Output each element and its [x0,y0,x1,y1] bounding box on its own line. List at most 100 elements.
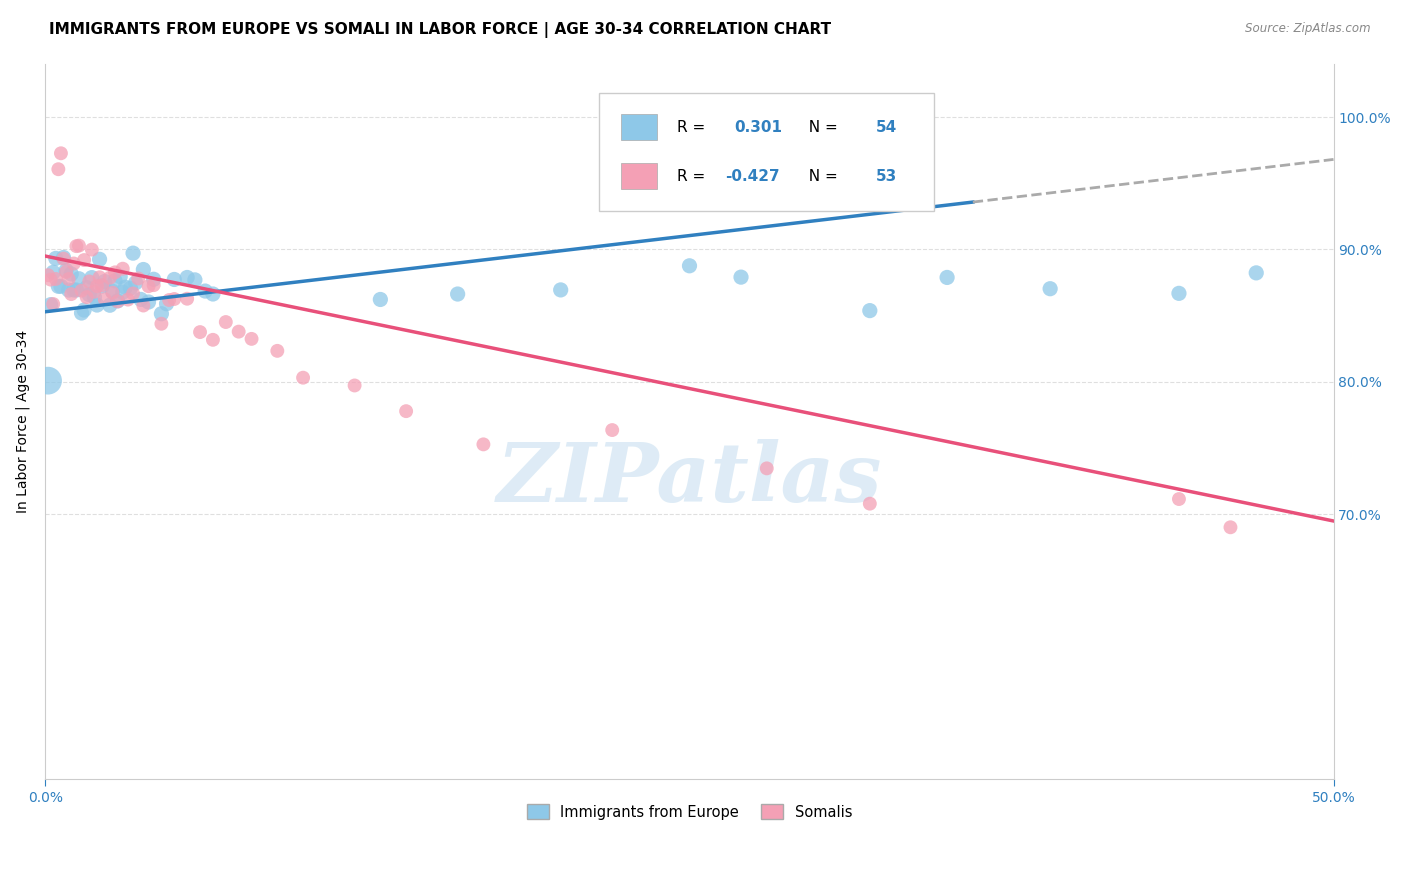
Point [142,272,165,286]
Point [215,315,238,329]
Point [150,317,173,331]
Point [67,238,90,252]
Point [157,293,180,307]
Point [266,343,288,358]
Point [37,268,59,283]
Text: R =: R = [676,169,710,184]
Point [80,243,103,257]
Point [80,270,103,285]
Point [83,285,105,299]
Point [91,279,114,293]
Point [76,290,98,304]
Point [124,276,146,290]
Point [73,253,96,268]
Point [472,437,495,451]
Point [55,263,77,277]
Text: IMMIGRANTS FROM EUROPE VS SOMALI IN LABOR FORCE | AGE 30-34 CORRELATION CHART: IMMIGRANTS FROM EUROPE VS SOMALI IN LABO… [49,22,831,38]
FancyBboxPatch shape [621,163,657,189]
Point [859,497,882,511]
Point [42,297,65,311]
Point [1168,491,1191,506]
Point [77,275,100,289]
Text: 53: 53 [876,169,897,184]
Point [107,293,129,308]
Point [228,325,250,339]
Point [45,252,67,266]
Point [70,284,93,298]
FancyBboxPatch shape [599,93,934,211]
Point [120,281,142,295]
Point [201,287,224,301]
Point [600,423,623,437]
Point [48,279,70,293]
Point [343,378,366,392]
Point [240,332,263,346]
Point [132,299,155,313]
Point [138,279,160,293]
Point [93,292,115,306]
Point [184,273,207,287]
Point [83,290,105,304]
Point [188,325,211,339]
Point [163,272,186,286]
Point [122,286,145,301]
Point [370,293,392,307]
Point [58,272,80,286]
Point [52,252,75,266]
Point [62,256,84,270]
Point [86,298,108,312]
FancyBboxPatch shape [621,114,657,140]
Point [114,280,136,294]
Point [70,306,93,320]
Point [117,293,139,307]
Point [89,252,111,267]
Text: N =: N = [799,120,842,135]
Point [111,285,134,300]
Point [129,293,152,307]
Point [108,269,131,284]
Point [86,279,108,293]
Point [39,272,62,286]
Point [101,285,124,299]
Point [155,296,177,310]
Point [395,404,418,418]
Point [65,239,87,253]
Point [122,246,145,260]
Text: -0.427: -0.427 [725,169,780,184]
Point [678,259,700,273]
Point [73,303,96,318]
Point [55,265,77,279]
Point [1219,520,1241,534]
Point [176,292,198,306]
Point [65,283,87,297]
Point [42,265,65,279]
Point [127,271,149,285]
Point [936,270,959,285]
Point [176,270,198,285]
Point [138,295,160,310]
Point [163,292,186,306]
Point [93,275,115,289]
Point [446,287,468,301]
Point [98,270,121,285]
Point [859,303,882,318]
Point [107,294,129,309]
Point [1244,266,1267,280]
Point [292,370,315,384]
Point [67,271,90,285]
Point [550,283,572,297]
Point [60,287,83,301]
Point [194,284,217,298]
Point [201,333,224,347]
Point [1168,286,1191,301]
Point [98,298,121,312]
Point [60,267,83,281]
Point [77,287,100,301]
Point [142,278,165,293]
Legend: Immigrants from Europe, Somalis: Immigrants from Europe, Somalis [522,798,858,826]
Text: ZIPatlas: ZIPatlas [496,439,882,519]
Text: 0.301: 0.301 [734,120,783,135]
Point [755,461,778,475]
Point [132,262,155,277]
Text: Source: ZipAtlas.com: Source: ZipAtlas.com [1246,22,1371,36]
